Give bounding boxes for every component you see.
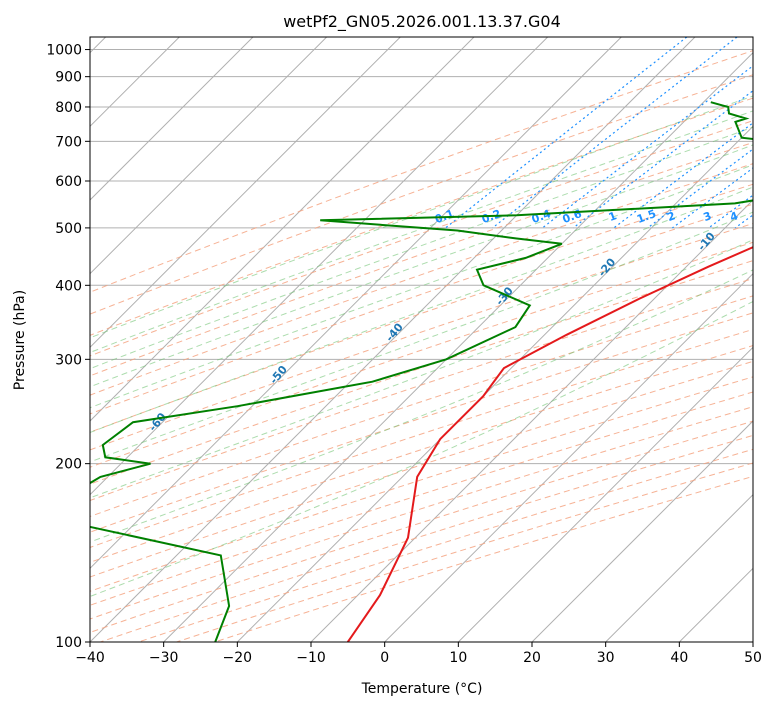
dry-adiabat <box>90 222 753 451</box>
mixing-ratio-label: 1 <box>607 209 619 224</box>
dry-adiabat <box>90 163 753 396</box>
moist-adiabat <box>90 186 753 434</box>
x-tick-label: −10 <box>296 650 326 666</box>
dry-adiabat <box>90 360 753 578</box>
mixing-ratio-lines <box>445 37 753 229</box>
moist-adiabats <box>90 95 753 597</box>
y-tick-label: 900 <box>55 70 82 86</box>
x-tick-label: 30 <box>597 650 615 666</box>
dry-adiabat <box>90 97 753 336</box>
dry-adiabat <box>90 141 753 377</box>
pressure-gridlines <box>90 49 753 642</box>
dry-adiabat <box>90 260 753 485</box>
dry-adiabat <box>90 120 753 357</box>
mixing-ratio-line <box>613 122 753 229</box>
isotherm-line <box>90 37 401 349</box>
isotherm-line <box>90 37 549 496</box>
mixing-ratio-label: 4 <box>728 209 740 224</box>
x-tick-label: 20 <box>523 650 541 666</box>
mixing-ratio-label: 3 <box>702 209 714 224</box>
temperature-profile-line <box>346 246 753 642</box>
y-tick-label: 500 <box>55 221 82 237</box>
chart-title: wetPf2_GN05.2026.001.13.37.G04 <box>283 12 561 32</box>
isotherm-line <box>90 37 696 642</box>
y-tick-label: 1000 <box>46 43 82 59</box>
x-axis-ticks: −40 −30 −20 −10 0 10 20 30 40 50 <box>75 642 762 666</box>
y-tick-label: 700 <box>55 134 82 150</box>
moist-adiabat <box>90 95 753 339</box>
x-tick-label: 50 <box>744 650 762 666</box>
x-tick-label: 0 <box>380 650 389 666</box>
y-tick-label: 300 <box>55 352 82 368</box>
mixing-ratio-label: 0.4 <box>530 207 553 226</box>
isotherm-line <box>90 37 622 570</box>
y-tick-label: 200 <box>55 457 82 473</box>
y-tick-label: 100 <box>55 635 82 651</box>
mixing-ratio-label: 1.5 <box>635 207 658 226</box>
dry-adiabat <box>90 328 753 548</box>
mixing-ratio-line <box>492 37 738 229</box>
dry-adiabat <box>90 203 753 433</box>
moist-adiabat <box>90 164 753 409</box>
y-axis-label: Pressure (hPa) <box>12 290 28 390</box>
isotherm-line <box>457 346 753 642</box>
isotherm-line <box>605 493 753 642</box>
dewpoint-profile-line <box>90 101 753 642</box>
y-axis-ticks: 100 200 300 400 500 600 700 800 900 1000 <box>46 43 90 651</box>
isotherm-line <box>90 37 254 201</box>
y-tick-label: 800 <box>55 100 82 116</box>
dry-adiabat <box>90 312 753 533</box>
x-tick-label: 10 <box>449 650 467 666</box>
isotherm-line <box>310 199 753 642</box>
moist-adiabat <box>90 126 753 370</box>
x-tick-label: 40 <box>670 650 688 666</box>
isotherm-line <box>163 51 753 642</box>
isotherm-line <box>90 37 475 422</box>
plot-area: 0.10.20.40.611.5234681013162025303610203… <box>90 37 753 642</box>
x-tick-label: −30 <box>149 650 179 666</box>
isotherm-line <box>90 37 328 275</box>
moist-adiabat <box>90 144 753 388</box>
dry-adiabats <box>90 50 753 642</box>
y-tick-label: 400 <box>55 278 82 294</box>
moist-adiabat <box>90 110 753 354</box>
x-tick-label: −20 <box>223 650 253 666</box>
dry-adiabat <box>90 50 753 293</box>
skewed-isotherms <box>90 37 753 642</box>
y-tick-label: 600 <box>55 174 82 190</box>
dry-adiabat <box>90 74 753 315</box>
isotherm-line <box>384 272 753 642</box>
x-axis-label: Temperature (°C) <box>361 681 483 697</box>
x-tick-label: −40 <box>75 650 105 666</box>
moist-adiabat <box>90 211 753 463</box>
dry-adiabat <box>90 278 753 502</box>
isotherm-line <box>531 420 753 642</box>
mixing-ratio-label: 2 <box>665 209 677 224</box>
dry-adiabat <box>90 391 753 606</box>
mixing-ratio-line <box>445 37 688 229</box>
plot-frame <box>89 36 754 643</box>
